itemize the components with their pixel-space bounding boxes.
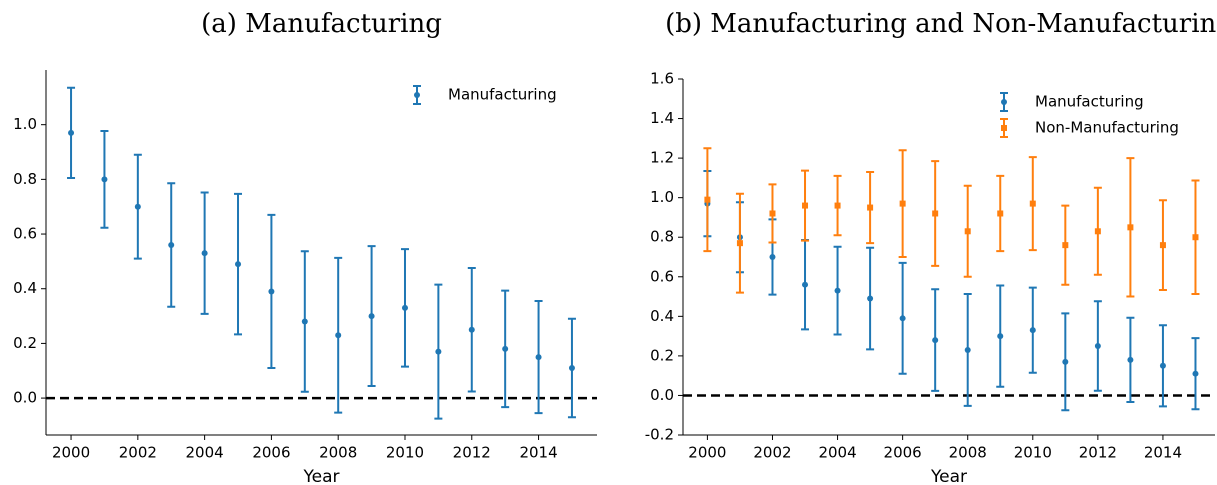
y-tick-label: 1.2	[650, 149, 674, 167]
marker	[1062, 358, 1069, 365]
x-axis-label: Year	[930, 467, 967, 485]
marker	[1192, 234, 1199, 241]
x-tick-label: 2000	[688, 444, 726, 462]
marker	[335, 332, 342, 339]
marker	[997, 333, 1004, 340]
marker	[168, 241, 175, 248]
x-tick-label: 2014	[1144, 444, 1182, 462]
marker	[134, 203, 141, 210]
y-tick-label: 0.2	[650, 346, 674, 364]
legend-marker	[1001, 125, 1007, 131]
marker	[201, 250, 208, 257]
marker	[704, 196, 711, 203]
marker	[802, 202, 809, 209]
marker	[736, 240, 743, 247]
marker	[101, 176, 108, 183]
marker	[535, 354, 542, 361]
marker	[867, 295, 874, 302]
x-tick-label: 2004	[186, 444, 224, 462]
y-tick-label: 0.6	[13, 225, 37, 243]
marker	[468, 326, 475, 333]
x-tick-label: 2006	[252, 444, 290, 462]
marker	[1159, 242, 1166, 249]
marker	[368, 313, 375, 320]
legend-marker	[414, 92, 420, 98]
marker	[932, 337, 939, 344]
marker	[769, 254, 776, 260]
y-tick-label: -0.2	[645, 426, 674, 444]
y-tick-label: 1.0	[13, 115, 37, 133]
legend-label: Manufacturing	[448, 86, 557, 104]
marker	[769, 210, 776, 217]
y-tick-label: 0.2	[13, 334, 37, 352]
legend-label: Manufacturing	[1035, 93, 1144, 111]
x-tick-label: 2008	[949, 444, 987, 462]
marker	[1094, 228, 1101, 235]
y-tick-label: 1.6	[650, 70, 674, 88]
marker	[867, 204, 874, 211]
marker	[1159, 362, 1166, 369]
x-tick-label: 2014	[519, 444, 557, 462]
marker	[401, 304, 408, 311]
marker	[1192, 370, 1199, 377]
marker	[834, 287, 841, 294]
x-tick-label: 2004	[818, 444, 856, 462]
marker	[235, 261, 242, 268]
x-tick-label: 2010	[386, 444, 424, 462]
chart-title: (a) Manufacturing	[201, 9, 442, 39]
marker	[1094, 343, 1101, 349]
marker	[502, 345, 509, 352]
x-tick-label: 2002	[119, 444, 157, 462]
marker	[301, 318, 308, 325]
y-tick-label: 0.4	[650, 307, 674, 325]
marker	[1127, 356, 1134, 363]
marker	[802, 281, 809, 288]
legend-label: Non-Manufacturing	[1035, 119, 1179, 137]
marker	[1029, 327, 1036, 334]
x-axis-label: Year	[303, 467, 340, 485]
y-tick-label: 0.8	[13, 170, 37, 188]
marker	[268, 288, 275, 295]
y-tick-label: 1.0	[650, 188, 674, 206]
x-tick-label: 2012	[453, 444, 491, 462]
x-tick-label: 2006	[884, 444, 922, 462]
x-tick-label: 2000	[52, 444, 90, 462]
x-tick-label: 2002	[753, 444, 791, 462]
marker	[932, 210, 939, 217]
x-tick-label: 2010	[1014, 444, 1052, 462]
marker	[568, 365, 575, 372]
legend-marker	[1001, 99, 1007, 105]
marker	[1062, 242, 1069, 249]
marker	[834, 202, 841, 209]
marker	[964, 228, 971, 235]
marker	[964, 346, 971, 353]
marker	[899, 200, 906, 207]
y-tick-label: 0.0	[13, 389, 37, 407]
marker	[997, 210, 1004, 217]
y-tick-label: 1.4	[650, 109, 674, 127]
y-tick-label: 0.4	[13, 279, 37, 297]
y-tick-label: 0.6	[650, 267, 674, 285]
marker	[1127, 224, 1134, 231]
marker	[1029, 200, 1036, 207]
y-tick-label: 0.0	[650, 386, 674, 404]
y-tick-label: 0.8	[650, 228, 674, 246]
marker	[899, 315, 906, 322]
marker	[68, 129, 75, 136]
marker	[435, 348, 442, 355]
chart-title: (b) Manufacturing and Non-Manufacturing	[665, 9, 1217, 39]
x-tick-label: 2008	[319, 444, 357, 462]
x-tick-label: 2012	[1079, 444, 1117, 462]
